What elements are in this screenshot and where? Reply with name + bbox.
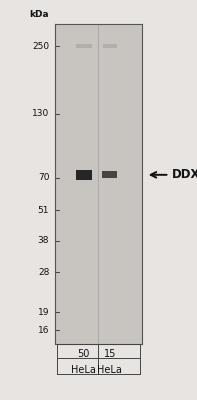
Text: 28: 28: [38, 268, 49, 277]
Bar: [102, 172, 117, 178]
Bar: [76, 170, 92, 180]
Text: DDX17: DDX17: [171, 168, 197, 181]
Bar: [103, 44, 117, 48]
Text: 38: 38: [38, 236, 49, 245]
Text: 130: 130: [32, 109, 49, 118]
Text: HeLa: HeLa: [97, 365, 122, 375]
Text: HeLa: HeLa: [71, 365, 96, 375]
Text: 15: 15: [104, 349, 116, 359]
Text: 16: 16: [38, 326, 49, 335]
Text: kDa: kDa: [30, 10, 49, 19]
Text: 51: 51: [38, 206, 49, 215]
Text: 250: 250: [32, 42, 49, 51]
Text: 70: 70: [38, 173, 49, 182]
Text: 50: 50: [78, 349, 90, 359]
Text: 19: 19: [38, 308, 49, 317]
Bar: [76, 44, 92, 48]
